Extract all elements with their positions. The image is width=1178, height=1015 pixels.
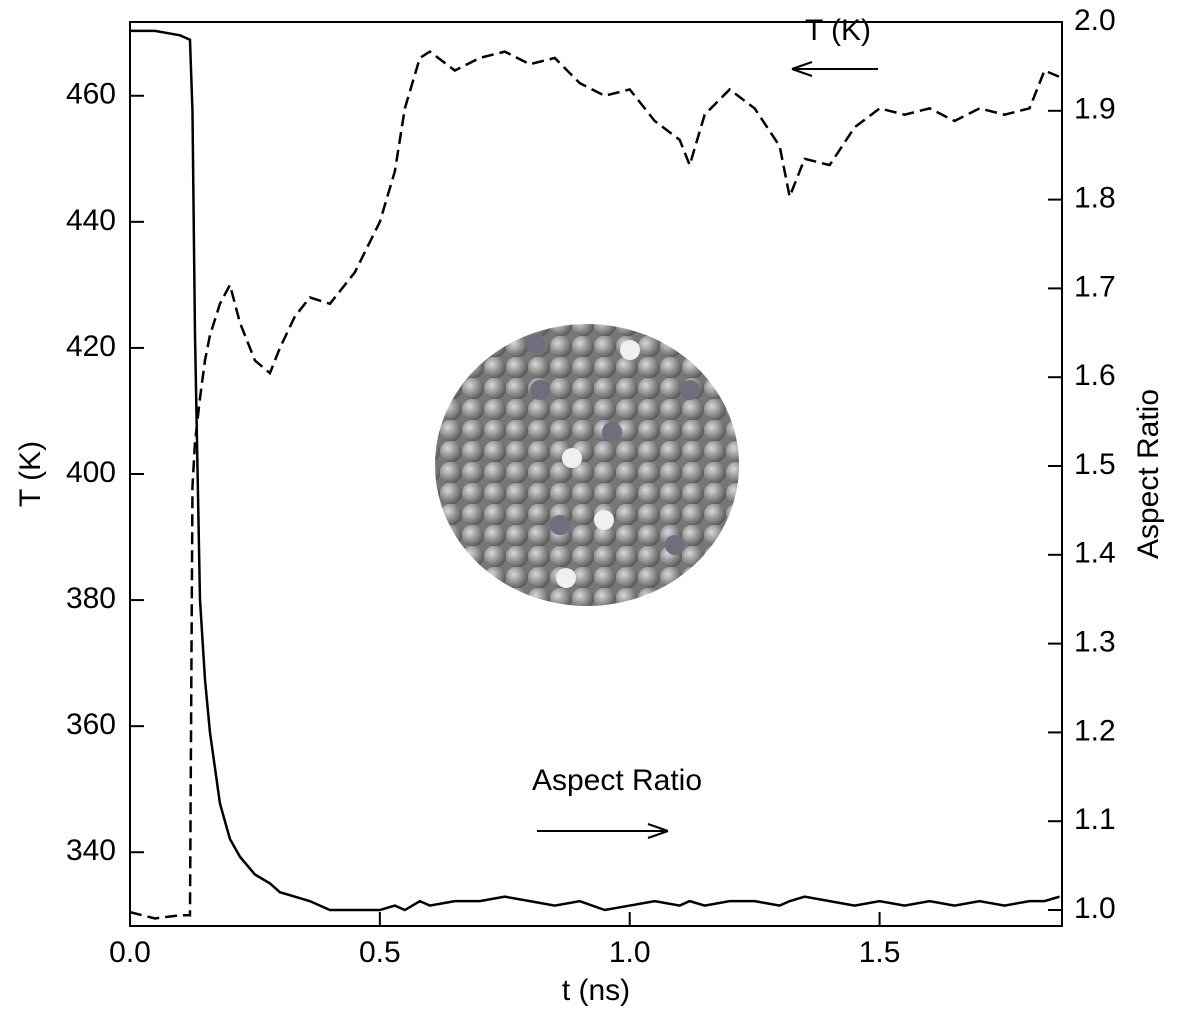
arrow-head [791, 61, 813, 77]
y2-tick-label: 1.1 [1074, 803, 1116, 836]
y2-tick-label: 1.5 [1074, 448, 1116, 481]
data-line [129, 50, 1060, 920]
y2-tick-label: 2.0 [1074, 4, 1116, 37]
y2-tick-label: 1.2 [1074, 714, 1116, 747]
x-tick-label: 1.5 [859, 936, 901, 969]
y2-tick-label: 1.4 [1074, 537, 1116, 570]
y-tick-label: 380 [66, 582, 116, 615]
y-tick-label: 340 [66, 834, 116, 867]
y2-tick-label: 1.0 [1074, 892, 1116, 925]
annotation: T (K) [805, 14, 871, 47]
y-axis-label: T (K) [14, 441, 47, 507]
x-tick-label: 1.0 [609, 936, 651, 969]
x-tick-label: 0.5 [359, 936, 401, 969]
y2-tick-label: 1.9 [1074, 93, 1116, 126]
y-tick-label: 360 [66, 708, 116, 741]
data-line [130, 29, 1060, 912]
x-tick-label: 0.0 [109, 936, 151, 969]
y-tick-label: 460 [66, 78, 116, 111]
y-tick-label: 420 [66, 330, 116, 363]
y2-axis-label: Aspect Ratio [1132, 389, 1165, 559]
y2-tick-label: 1.7 [1074, 270, 1116, 303]
y2-tick-label: 1.3 [1074, 626, 1116, 659]
annotation: Aspect Ratio [532, 764, 702, 797]
y2-tick-label: 1.8 [1074, 182, 1116, 215]
arrow-head [647, 823, 669, 839]
y-tick-label: 440 [66, 204, 116, 237]
x-axis-label: t (ns) [562, 974, 630, 1007]
y2-tick-label: 1.6 [1074, 359, 1116, 392]
nanoparticle-inset [435, 324, 739, 606]
y-tick-label: 400 [66, 456, 116, 489]
